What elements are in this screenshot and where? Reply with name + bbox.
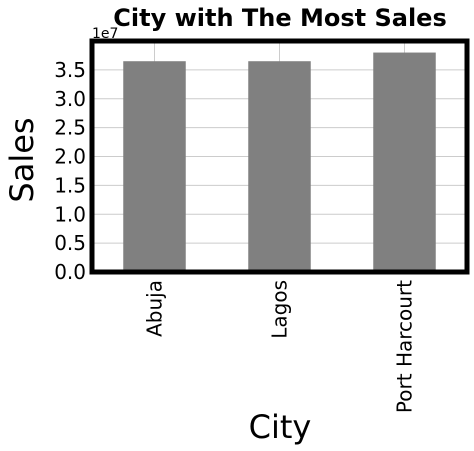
x-tick-label: Port Harcourt [393, 280, 417, 413]
x-tick-label: Abuja [143, 280, 167, 337]
y-tick-label: 1.0 [54, 202, 86, 226]
bar-port-harcourt [373, 53, 436, 272]
y-tick-label: 1.5 [54, 173, 86, 197]
y-axis-label: Sales [3, 117, 41, 202]
y-tick-labels: 0.0 0.5 1.0 1.5 2.0 2.5 3.0 3.5 [54, 58, 86, 284]
x-tick-labels: Abuja Lagos Port Harcourt [143, 280, 417, 413]
y-tick-label: 3.0 [54, 87, 86, 111]
bars [123, 53, 436, 272]
x-axis-label: City [249, 408, 312, 446]
y-tick-label: 0.5 [54, 231, 86, 255]
bar-lagos [248, 61, 311, 272]
y-tick-label: 3.5 [54, 58, 86, 82]
y-tick-label: 2.5 [54, 116, 86, 140]
y-tick-label: 2.0 [54, 145, 86, 169]
y-tick-label: 0.0 [54, 260, 86, 284]
bar-abuja [123, 61, 186, 272]
x-tick-label: Lagos [268, 280, 292, 339]
chart-title: City with The Most Sales [113, 4, 446, 32]
